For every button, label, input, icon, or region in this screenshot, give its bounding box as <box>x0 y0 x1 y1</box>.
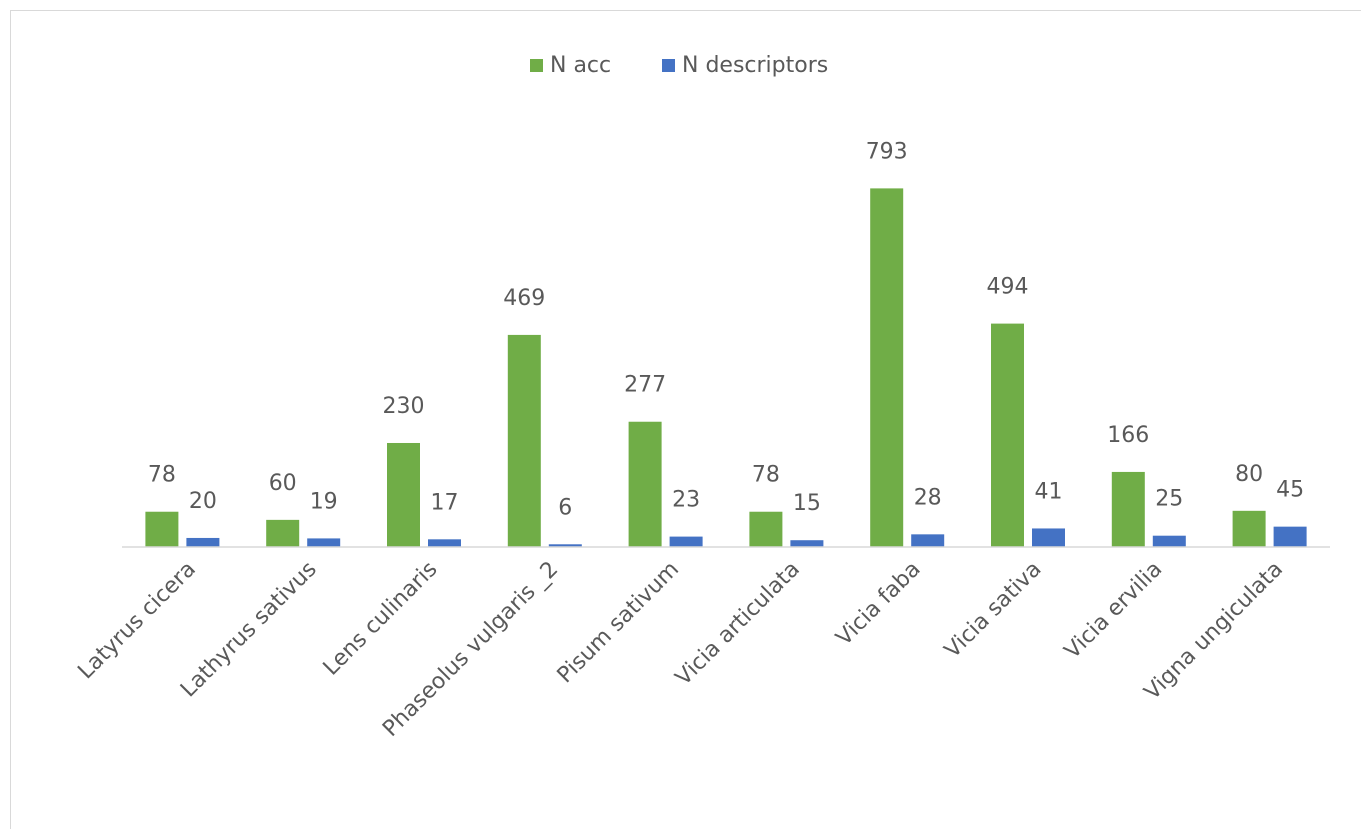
value-label: 25 <box>1155 487 1183 512</box>
bar <box>749 511 783 547</box>
bar <box>507 334 541 547</box>
bar <box>428 539 461 547</box>
bar <box>145 511 179 547</box>
chart-frame <box>10 10 1361 829</box>
legend-label: N acc <box>550 53 611 78</box>
value-label: 60 <box>269 471 297 496</box>
bar <box>911 534 945 547</box>
value-label: 793 <box>866 139 908 164</box>
value-label: 80 <box>1235 462 1263 487</box>
bar <box>307 538 341 547</box>
bar <box>548 544 582 547</box>
value-label: 20 <box>189 489 217 514</box>
value-label: 28 <box>914 485 942 510</box>
bar <box>1032 528 1065 547</box>
value-label: 494 <box>987 275 1029 300</box>
value-label: 78 <box>148 463 176 488</box>
value-label: 6 <box>558 495 572 520</box>
value-label: 17 <box>431 490 459 515</box>
legend-swatch <box>530 59 543 72</box>
value-label: 45 <box>1276 478 1304 503</box>
value-label: 469 <box>503 286 545 311</box>
value-label: 277 <box>624 373 666 398</box>
bar <box>790 540 824 547</box>
bar <box>387 442 420 547</box>
value-label: 78 <box>752 463 780 488</box>
legend-label: N descriptors <box>682 53 828 78</box>
bar <box>186 537 220 547</box>
legend-swatch <box>662 59 675 72</box>
bar <box>669 536 703 547</box>
bar <box>1111 471 1145 547</box>
bar <box>1273 526 1307 547</box>
value-label: 19 <box>310 489 338 514</box>
value-label: 41 <box>1035 479 1063 504</box>
value-label: 15 <box>793 491 821 516</box>
bar <box>870 188 904 548</box>
bar <box>1152 535 1186 547</box>
value-label: 230 <box>383 394 425 419</box>
bar <box>628 421 662 547</box>
value-label: 166 <box>1107 423 1149 448</box>
bar <box>991 323 1024 547</box>
value-label: 23 <box>672 488 700 513</box>
bar <box>1232 510 1266 547</box>
bar <box>266 519 300 547</box>
